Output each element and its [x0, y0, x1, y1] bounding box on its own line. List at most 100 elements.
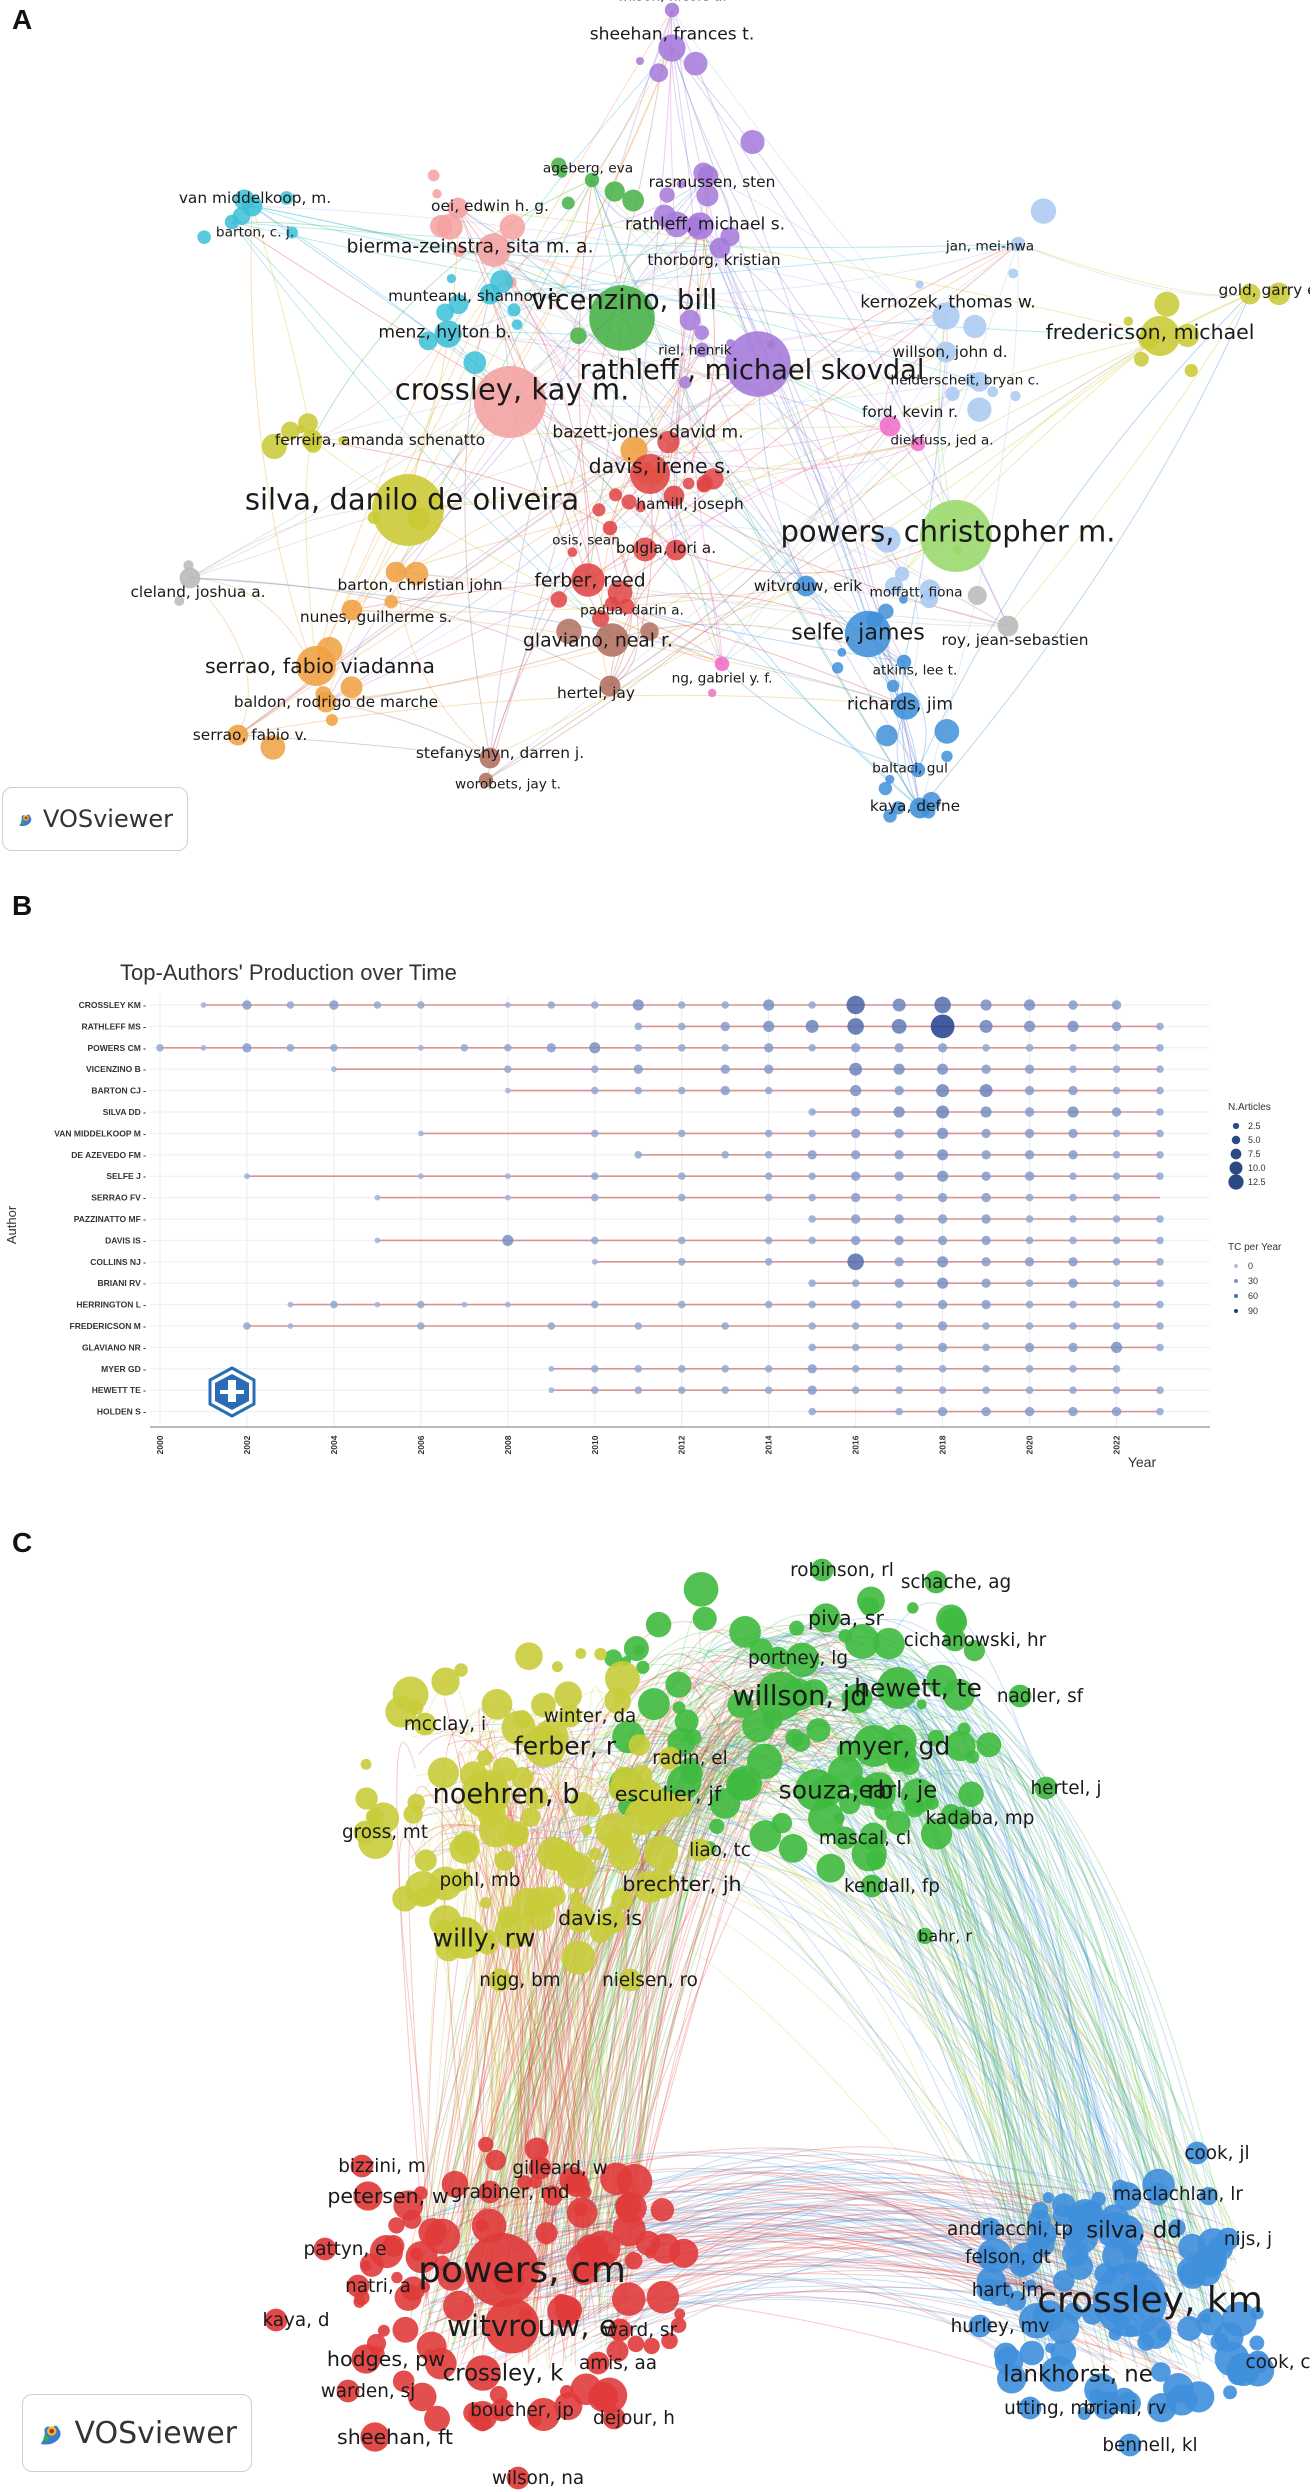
minor-reference-node[interactable] [674, 1709, 699, 1734]
production-point[interactable] [504, 1173, 511, 1180]
minor-reference-node[interactable] [1178, 2233, 1206, 2262]
author-node-powers-christopher-m[interactable] [920, 500, 992, 572]
production-point[interactable] [895, 1322, 903, 1330]
minor-reference-node[interactable] [575, 1648, 587, 1659]
production-point[interactable] [937, 1277, 949, 1289]
minor-reference-node[interactable] [865, 1849, 886, 1870]
production-point[interactable] [808, 1322, 816, 1330]
minor-reference-node[interactable] [594, 1647, 607, 1661]
reference-node-hart-jm[interactable] [976, 2278, 1000, 2302]
reference-node-davis-is[interactable] [565, 1903, 595, 1933]
minor-author-node[interactable] [915, 280, 924, 289]
production-point[interactable] [807, 1385, 817, 1395]
production-point[interactable] [677, 1044, 686, 1052]
production-point[interactable] [417, 1173, 424, 1180]
minor-author-node[interactable] [1175, 323, 1200, 348]
reference-node-boucher-jp[interactable] [490, 2398, 514, 2422]
minor-author-node[interactable] [260, 734, 286, 760]
reference-node-pattyn-e[interactable] [313, 2237, 337, 2261]
production-point[interactable] [417, 1130, 424, 1137]
minor-reference-node[interactable] [353, 2295, 366, 2308]
minor-author-node[interactable] [507, 303, 521, 317]
minor-author-node[interactable] [338, 435, 347, 445]
minor-reference-node[interactable] [801, 1678, 828, 1706]
minor-author-node[interactable] [884, 577, 904, 596]
production-point[interactable] [677, 1086, 686, 1095]
production-point[interactable] [590, 1065, 599, 1073]
minor-author-node[interactable] [659, 187, 675, 203]
production-point[interactable] [721, 1151, 730, 1159]
production-point[interactable] [1025, 1279, 1034, 1287]
minor-reference-node[interactable] [1176, 2257, 1205, 2285]
minor-reference-node[interactable] [1168, 2218, 1186, 2237]
production-point[interactable] [937, 1063, 949, 1075]
production-point[interactable] [1069, 1322, 1077, 1330]
author-node-riel-henrik[interactable] [694, 342, 710, 358]
production-point[interactable] [504, 1087, 511, 1094]
minor-author-node[interactable] [197, 230, 211, 244]
minor-reference-node[interactable] [564, 2171, 590, 2198]
production-point[interactable] [764, 1172, 773, 1180]
production-point[interactable] [502, 1234, 514, 1246]
reference-node-witvrouw-e[interactable] [484, 2298, 540, 2354]
author-node-rasmussen-sten[interactable] [697, 165, 719, 187]
minor-author-node[interactable] [885, 774, 895, 784]
minor-author-node[interactable] [279, 191, 294, 205]
minor-reference-node[interactable] [449, 1833, 480, 1864]
production-point[interactable] [1112, 1044, 1121, 1052]
production-point[interactable] [892, 998, 906, 1012]
production-point[interactable] [982, 1044, 990, 1052]
production-point[interactable] [937, 1192, 948, 1203]
production-point[interactable] [894, 1150, 904, 1160]
minor-reference-node[interactable] [477, 1750, 493, 1766]
production-point[interactable] [1024, 1128, 1035, 1139]
production-point[interactable] [720, 1085, 730, 1096]
minor-reference-node[interactable] [473, 2413, 492, 2432]
minor-reference-node[interactable] [637, 1688, 670, 1721]
minor-reference-node[interactable] [1052, 2204, 1074, 2226]
minor-reference-node[interactable] [945, 1730, 976, 1762]
minor-reference-node[interactable] [1147, 2393, 1177, 2423]
production-point[interactable] [894, 1128, 904, 1139]
production-point[interactable] [937, 1127, 949, 1139]
production-point[interactable] [1024, 1406, 1035, 1417]
production-point[interactable] [850, 1150, 861, 1160]
production-point[interactable] [1156, 1108, 1164, 1116]
production-point[interactable] [808, 1215, 816, 1223]
reference-node-noehren-b[interactable] [461, 1769, 511, 1819]
production-point[interactable] [156, 1044, 164, 1052]
production-point[interactable] [1025, 1193, 1034, 1202]
minor-author-node[interactable] [567, 547, 578, 558]
minor-author-node[interactable] [592, 503, 606, 517]
author-node-barton-christian-john[interactable] [385, 561, 407, 583]
production-point[interactable] [590, 1129, 599, 1138]
minor-reference-node[interactable] [515, 1642, 543, 1671]
minor-reference-node[interactable] [612, 2213, 646, 2247]
author-node-diekfuss-jed-a[interactable] [910, 436, 926, 452]
minor-reference-node[interactable] [569, 1891, 584, 1906]
minor-reference-node[interactable] [1111, 2387, 1137, 2413]
production-point[interactable] [504, 1065, 512, 1073]
production-point[interactable] [1112, 1065, 1121, 1073]
production-point[interactable] [1111, 1107, 1122, 1117]
production-point[interactable] [677, 1022, 686, 1031]
minor-reference-node[interactable] [1009, 2251, 1035, 2278]
author-node-serrao-fabio-viadanna[interactable] [296, 646, 336, 686]
author-node-osis-sean[interactable] [602, 520, 618, 536]
minor-author-node[interactable] [446, 273, 457, 284]
author-node-glaviano-neal-r[interactable] [595, 623, 629, 657]
production-point[interactable] [937, 1170, 949, 1182]
reference-node-powers-cm[interactable] [465, 2233, 539, 2307]
production-point[interactable] [1111, 1406, 1122, 1417]
minor-author-node[interactable] [945, 386, 960, 402]
minor-reference-node[interactable] [414, 1849, 437, 1872]
author-node-rathleff-michael-s[interactable] [686, 212, 714, 240]
minor-author-node[interactable] [635, 56, 645, 66]
minor-author-node[interactable] [448, 294, 469, 315]
production-point[interactable] [1112, 1086, 1121, 1095]
production-point[interactable] [1025, 1300, 1034, 1309]
production-point[interactable] [764, 1258, 773, 1266]
production-point[interactable] [417, 1300, 425, 1309]
minor-reference-node[interactable] [683, 1571, 719, 1607]
production-point[interactable] [721, 1365, 730, 1373]
